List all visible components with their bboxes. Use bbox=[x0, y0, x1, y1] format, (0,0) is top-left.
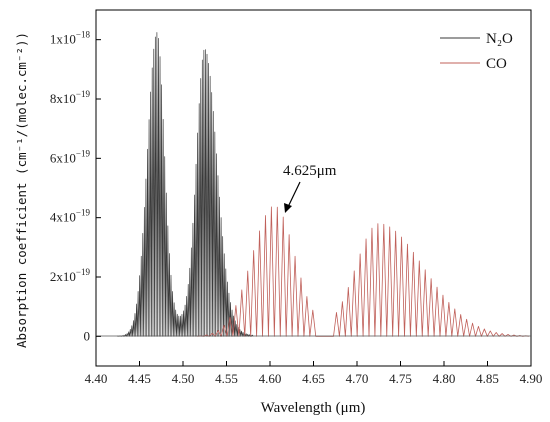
legend-label-co: CO bbox=[486, 56, 507, 72]
x-tick-label: 4.70 bbox=[346, 371, 369, 386]
legend: N₂O CO bbox=[440, 31, 513, 72]
x-tick-label: 4.60 bbox=[259, 371, 282, 386]
annotation-arrow-head bbox=[284, 203, 292, 213]
annotation-label: 4.625μm bbox=[283, 163, 337, 179]
series-line-n2o bbox=[116, 32, 254, 337]
x-tick-label: 4.85 bbox=[476, 371, 499, 386]
y-tick-label: 4x10−19 bbox=[50, 208, 91, 225]
x-tick-label: 4.90 bbox=[520, 371, 543, 386]
annotation: 4.625μm bbox=[283, 163, 337, 213]
y-tick-label: 8x10−19 bbox=[50, 89, 91, 106]
y-tick-label: 2x10−19 bbox=[50, 267, 91, 284]
y-axis-title: Absorption coefficient (cm⁻¹/(molec.cm⁻²… bbox=[14, 32, 29, 348]
x-tick-label: 4.55 bbox=[215, 371, 238, 386]
x-axis-title: Wavelength (μm) bbox=[261, 400, 366, 416]
y-tick-label: 1x10−18 bbox=[50, 30, 91, 47]
legend-label-n2o: N₂O bbox=[486, 31, 513, 47]
y-tick-label: 6x10−19 bbox=[50, 148, 91, 165]
x-tick-label: 4.75 bbox=[389, 371, 412, 386]
x-tick-label: 4.45 bbox=[128, 371, 151, 386]
annotation-arrow-line bbox=[287, 181, 301, 208]
x-tick-label: 4.40 bbox=[85, 371, 108, 386]
x-tick-label: 4.65 bbox=[302, 371, 325, 386]
x-tick-label: 4.80 bbox=[433, 371, 456, 386]
x-tick-label: 4.50 bbox=[172, 371, 195, 386]
y-tick-label: 0 bbox=[84, 328, 91, 343]
